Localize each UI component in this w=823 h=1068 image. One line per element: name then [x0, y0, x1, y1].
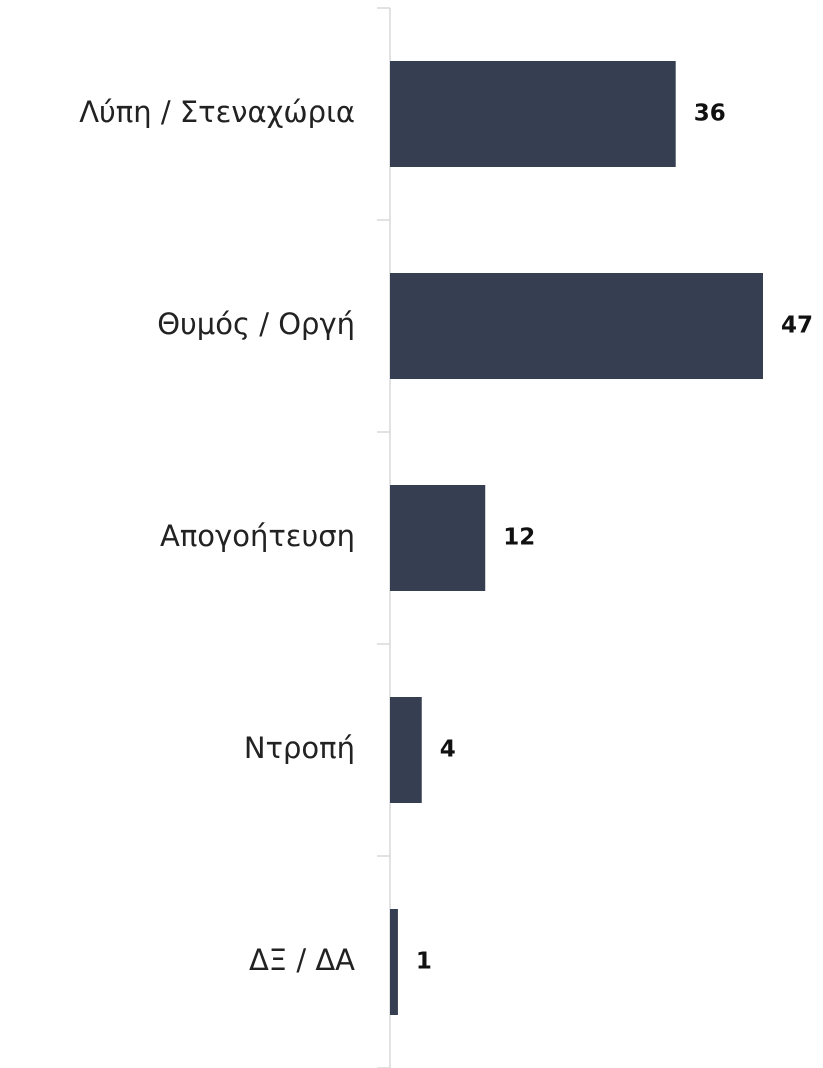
y-tick-label: Απογοήτευση	[160, 519, 355, 553]
value-label: 12	[503, 525, 535, 551]
value-label: 1	[416, 949, 432, 975]
value-label: 4	[440, 737, 456, 763]
bar	[390, 61, 676, 167]
y-tick-label: Ντροπή	[244, 731, 355, 765]
bar	[390, 485, 486, 591]
bar	[390, 697, 422, 803]
y-tick-label: Λύπη / Στεναχώρια	[79, 95, 355, 129]
bar	[390, 909, 398, 1015]
value-label: 47	[781, 313, 813, 339]
y-tick-label: Θυμός / Οργή	[157, 307, 355, 341]
y-tick-label: ΔΞ / ΔΑ	[249, 943, 355, 977]
bar	[390, 273, 763, 379]
value-label: 36	[694, 101, 726, 127]
